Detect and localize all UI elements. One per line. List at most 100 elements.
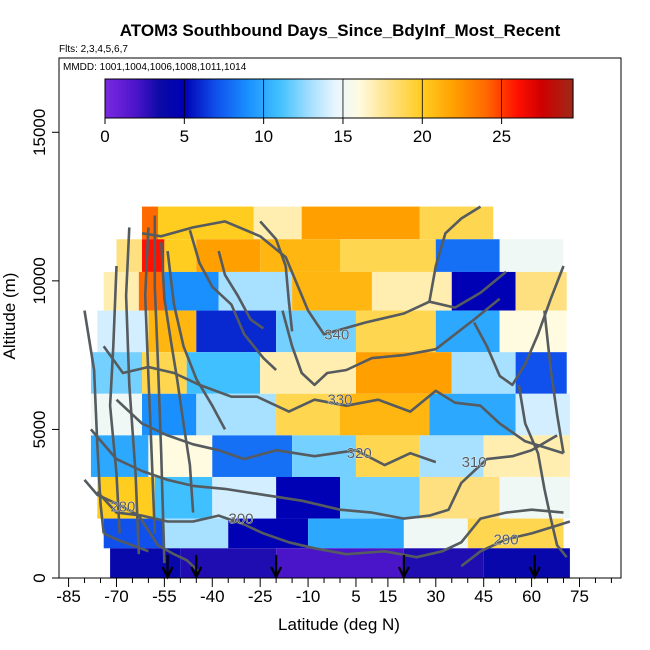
colorbar-slice [535, 79, 538, 118]
colorbar-slice [170, 79, 174, 118]
theta-contour [428, 205, 482, 302]
colorbar-slice [269, 79, 273, 118]
colorbar-slice [118, 79, 122, 118]
flight-arrows [161, 555, 541, 580]
colorbar-slice [154, 79, 158, 118]
colorbar-slice [247, 79, 251, 118]
colorbar-slice [491, 79, 495, 118]
theta-contour [472, 265, 565, 387]
heatmap-cell [164, 518, 229, 549]
colorbar-slice [479, 79, 483, 118]
y-tick-label: 0 [30, 573, 49, 582]
theta-contour [259, 220, 294, 332]
colorbar-slice [378, 79, 382, 118]
heatmap-cell [451, 352, 516, 394]
colorbar-slice [404, 79, 408, 118]
colorbar-slice [126, 79, 130, 118]
colorbar-slice [360, 79, 364, 118]
colorbar-slice [204, 79, 207, 118]
colorbar-slice [241, 79, 245, 118]
colorbar-slice [208, 79, 211, 118]
colorbar-slice [178, 79, 181, 118]
colorbar-slice [394, 79, 398, 118]
colorbar-slice [567, 79, 570, 118]
colorbar-slice [142, 79, 146, 118]
colorbar-slice [257, 79, 261, 118]
colorbar-slice [569, 79, 572, 118]
colorbar-slice [495, 79, 499, 118]
colorbar-slice [555, 79, 558, 118]
heatmap-cell [103, 271, 139, 311]
colorbar-slice [287, 79, 291, 118]
colorbar-slice [297, 79, 300, 118]
colorbar-slice [309, 79, 312, 118]
contour-label: 340 [324, 326, 349, 343]
chart-subtitle-dates: MMDD: 1001,1004,1006,1008,1011,1014 [63, 62, 247, 73]
colorbar-slice [454, 79, 457, 118]
colorbar-slice [184, 79, 187, 118]
colorbar-slice [400, 79, 404, 118]
colorbar-slice [386, 79, 390, 118]
colorbar-slice [388, 79, 392, 118]
colorbar-slice [249, 79, 253, 118]
heatmap-cell [340, 239, 436, 272]
colorbar-slice [350, 79, 354, 118]
colorbar-slice [176, 79, 179, 118]
colorbar-slice [283, 79, 287, 118]
colorbar-slice [273, 79, 277, 118]
colorbar-slice [463, 79, 467, 118]
colorbar-slice [110, 79, 114, 118]
colorbar-slice [289, 79, 293, 118]
colorbar-slice [214, 79, 217, 118]
heatmap-cell [292, 271, 372, 311]
colorbar-slice [346, 79, 350, 118]
colorbar-slice [370, 79, 374, 118]
colorbar-slice [402, 79, 406, 118]
theta-contour [96, 490, 564, 559]
x-tick-label: 30 [426, 587, 445, 606]
colorbar-slice [374, 79, 378, 118]
colorbar-slice [196, 79, 199, 118]
colorbar-slice [311, 79, 314, 118]
theta-contour [159, 242, 195, 513]
colorbar-slice [396, 79, 400, 118]
colorbar-slice [420, 79, 423, 118]
colorbar-slice [263, 79, 267, 118]
colorbar-slice [434, 79, 437, 118]
theta-contour [143, 227, 157, 534]
theta-contour [108, 265, 121, 534]
colorbar-slice [436, 79, 439, 118]
colorbar-slice [368, 79, 372, 118]
colorbar-slice [507, 79, 511, 118]
colorbar-slice [160, 79, 164, 118]
colorbar-slice [354, 79, 358, 118]
colorbar-slice [305, 79, 308, 118]
theta-contour [281, 297, 501, 387]
colorbar-slice [146, 79, 150, 118]
colorbar-slice [220, 79, 223, 118]
colorbar-slice [202, 79, 205, 118]
colorbar-slice [356, 79, 360, 118]
heatmap-cell [276, 393, 340, 436]
y-tick-label: 10000 [30, 257, 49, 304]
colorbar-slice [428, 79, 431, 118]
colorbar-slice [227, 79, 231, 118]
colorbar-slice [362, 79, 366, 118]
heatmap-cell [435, 239, 500, 272]
colorbar-slice [525, 79, 528, 118]
colorbar-slice [299, 79, 302, 118]
theta-contour [89, 428, 558, 520]
flight-arrow-head [190, 566, 203, 580]
heatmap-cell [148, 435, 213, 477]
heatmap-cell [340, 393, 430, 436]
colorbar-slice [473, 79, 477, 118]
colorbar-slice [275, 79, 279, 118]
colorbar-slice [303, 79, 306, 118]
colorbar-slice [120, 79, 124, 118]
heatmap-cell [97, 310, 149, 353]
colorbar-slice [571, 79, 574, 118]
x-axis-label: Latitude (deg N) [278, 615, 400, 634]
colorbar-slice [515, 79, 519, 118]
colorbar-slice [517, 79, 521, 118]
